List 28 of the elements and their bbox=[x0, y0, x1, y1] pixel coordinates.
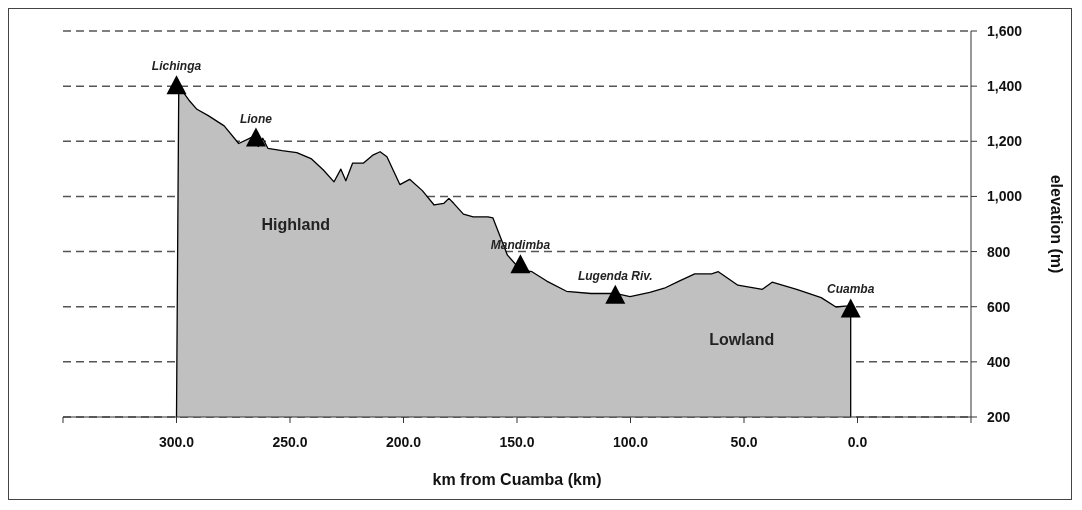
x-tick-label: 50.0 bbox=[730, 433, 758, 450]
y-tick-label: 200 bbox=[987, 408, 1011, 425]
x-tick-label: 300.0 bbox=[158, 433, 195, 450]
point bbox=[510, 254, 531, 274]
annotation: Lione bbox=[239, 111, 273, 126]
x-tick-label: 250.0 bbox=[272, 433, 308, 450]
annotation: Lugenda Riv. bbox=[577, 268, 653, 283]
x-tick-label: 0.0 bbox=[847, 433, 868, 450]
y-axis-title: elevation (m) bbox=[1048, 174, 1066, 274]
annotation: Highland bbox=[261, 215, 330, 234]
y-tick-label: 1,200 bbox=[987, 133, 1023, 150]
y-tick-label: 400 bbox=[987, 353, 1011, 370]
annotation: Lichinga bbox=[151, 59, 202, 74]
y-tick-label: 1,600 bbox=[987, 22, 1023, 39]
y-tick-label: 1,000 bbox=[987, 188, 1023, 205]
annotation: Lowland bbox=[709, 331, 775, 350]
x-tick-label: 100.0 bbox=[612, 433, 649, 450]
annotation: Cuamba bbox=[827, 282, 875, 297]
y-tick-label: 600 bbox=[987, 298, 1011, 315]
x-tick-label: 150.0 bbox=[499, 433, 535, 450]
point bbox=[605, 284, 626, 304]
x-axis-title: km from Cuamba (km) bbox=[432, 471, 602, 488]
y-tick-label: 800 bbox=[987, 243, 1011, 260]
point bbox=[166, 75, 187, 95]
x-tick-label: 200.0 bbox=[385, 433, 422, 450]
point bbox=[245, 127, 266, 147]
y-tick-label: 1,400 bbox=[987, 78, 1023, 95]
point bbox=[840, 298, 861, 318]
